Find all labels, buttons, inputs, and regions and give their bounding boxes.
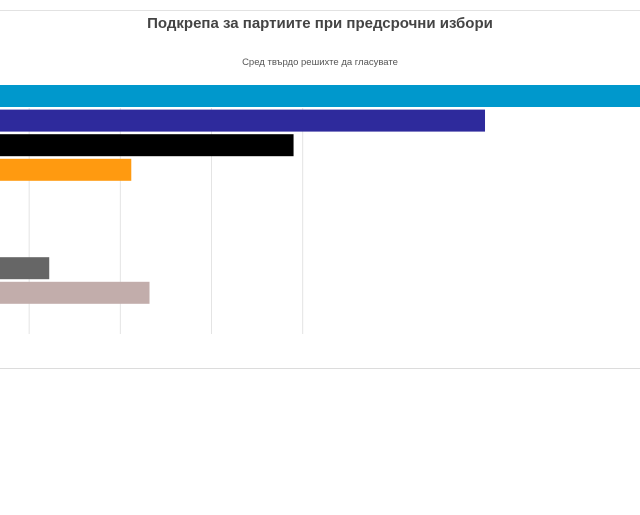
- bar-0[interactable]: [0, 85, 640, 107]
- top-divider: [0, 10, 640, 11]
- bar-1[interactable]: [0, 109, 486, 132]
- bar-layer: [0, 85, 640, 304]
- bottom-divider: [0, 368, 640, 369]
- bar-3[interactable]: [0, 158, 132, 181]
- chart-subtitle: Сред твърдо решихте да гласувате: [242, 57, 398, 68]
- bar-8[interactable]: [0, 281, 150, 304]
- bar-7[interactable]: [0, 257, 50, 280]
- chart-title: Подкрепа за партиите при предсрочни избо…: [147, 15, 493, 32]
- bar-2[interactable]: [0, 134, 294, 157]
